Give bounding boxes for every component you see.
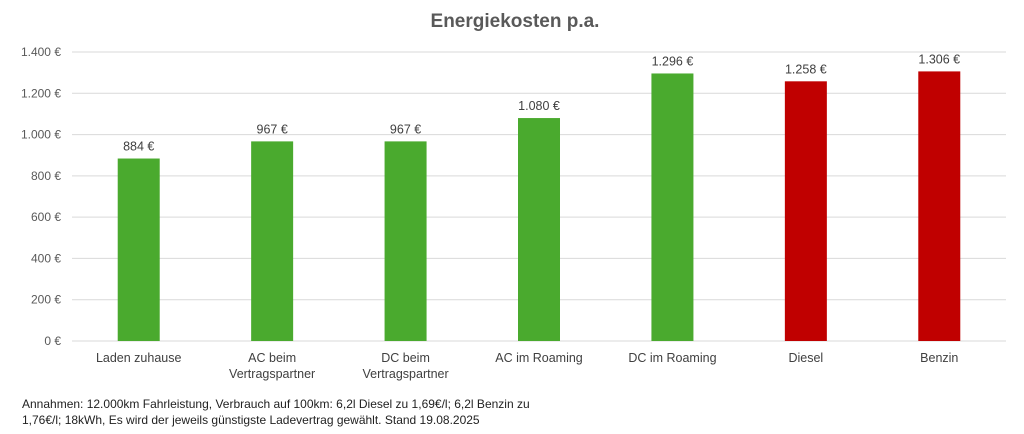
bars (117, 71, 961, 342)
bar (918, 71, 961, 341)
category-label: Diesel (788, 351, 823, 365)
y-tick-label: 600 € (31, 210, 61, 224)
y-tick-label: 1.400 € (21, 45, 61, 59)
data-label: 967 € (390, 122, 421, 136)
y-tick-label: 0 € (44, 334, 61, 348)
category-label: DC im Roaming (628, 351, 716, 365)
y-tick-label: 400 € (31, 251, 61, 265)
category-label: DC beim Vertragspartner (362, 351, 448, 381)
bar (384, 141, 427, 341)
category-label: Laden zuhause (96, 351, 182, 365)
footnote: Annahmen: 12.000km Fahrleistung, Verbrau… (22, 396, 582, 428)
data-label: 1.258 € (785, 62, 827, 76)
category-label: AC im Roaming (495, 351, 583, 365)
bar (117, 158, 160, 341)
data-label: 1.296 € (652, 54, 694, 68)
y-tick-label: 200 € (31, 293, 61, 307)
x-axis-categories: Laden zuhause AC beim Vertragspartner DC be… (96, 351, 958, 381)
bar (518, 118, 560, 341)
bar (651, 73, 694, 342)
bar-chart: Energiekosten p.a. 0 € 200 € 400 € 600 € 800… (21, 11, 1006, 381)
category-label: AC beim Vertragspartner (229, 351, 315, 381)
data-label: 1.306 € (918, 52, 960, 66)
data-labels: 884 € 967 € 967 € 1.080 € 1.296 € 1.258 € 1.30… (123, 52, 960, 153)
data-label: 967 € (257, 122, 288, 136)
data-label: 1.080 € (518, 99, 560, 113)
footnote-line-2: 1,76€/l; 18kWh, Es wird der jeweils güns… (22, 413, 480, 427)
data-label: 884 € (123, 140, 154, 154)
category-label: Benzin (920, 351, 958, 365)
y-tick-label: 800 € (31, 169, 61, 183)
bar (784, 81, 827, 341)
chart-title: Energiekosten p.a. (431, 11, 600, 32)
y-tick-label: 1.000 € (21, 128, 61, 142)
y-tick-label: 1.200 € (21, 86, 61, 100)
footnote-line-1: Annahmen: 12.000km Fahrleistung, Verbrau… (22, 397, 530, 411)
bar (251, 141, 294, 341)
y-axis-ticks: 0 € 200 € 400 € 600 € 800 € 1.000 € 1.200 € 1.4… (21, 45, 61, 348)
